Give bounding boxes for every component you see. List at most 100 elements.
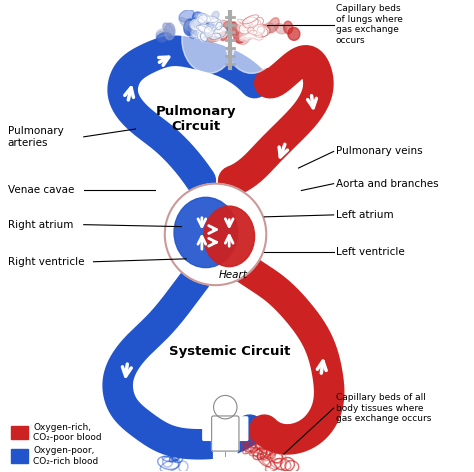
Ellipse shape <box>257 25 270 35</box>
Ellipse shape <box>243 17 258 28</box>
FancyBboxPatch shape <box>214 447 224 472</box>
Ellipse shape <box>204 27 213 37</box>
Ellipse shape <box>251 31 263 37</box>
Ellipse shape <box>242 15 258 24</box>
Ellipse shape <box>197 21 215 34</box>
Ellipse shape <box>250 26 259 31</box>
Bar <box>10 449 28 463</box>
Ellipse shape <box>198 25 212 34</box>
Ellipse shape <box>256 26 267 36</box>
Ellipse shape <box>257 27 268 36</box>
Ellipse shape <box>198 29 208 37</box>
Ellipse shape <box>227 22 240 35</box>
Ellipse shape <box>250 30 257 34</box>
Ellipse shape <box>163 23 174 36</box>
Ellipse shape <box>237 21 251 25</box>
Ellipse shape <box>268 17 279 33</box>
Ellipse shape <box>200 29 209 37</box>
Ellipse shape <box>191 18 200 35</box>
FancyBboxPatch shape <box>211 416 239 451</box>
Ellipse shape <box>194 19 202 33</box>
Ellipse shape <box>252 31 264 40</box>
Ellipse shape <box>255 17 264 25</box>
Ellipse shape <box>265 23 274 32</box>
Ellipse shape <box>257 26 264 33</box>
FancyBboxPatch shape <box>203 417 216 440</box>
Text: Heart: Heart <box>219 270 247 280</box>
Text: Right ventricle: Right ventricle <box>8 257 84 267</box>
Ellipse shape <box>191 29 200 38</box>
Text: Pulmonary veins: Pulmonary veins <box>336 146 422 156</box>
Ellipse shape <box>243 31 252 38</box>
Ellipse shape <box>252 24 263 34</box>
Ellipse shape <box>237 24 246 32</box>
Text: Pulmonary
Circuit: Pulmonary Circuit <box>156 105 236 133</box>
Ellipse shape <box>182 5 236 73</box>
Ellipse shape <box>198 29 205 40</box>
Ellipse shape <box>214 26 227 37</box>
Text: Right atrium: Right atrium <box>8 219 73 230</box>
Ellipse shape <box>190 19 205 30</box>
Ellipse shape <box>174 197 237 268</box>
Ellipse shape <box>210 27 218 36</box>
Ellipse shape <box>210 27 216 37</box>
Text: Oxygen-rich,
CO₂-poor blood: Oxygen-rich, CO₂-poor blood <box>33 423 101 442</box>
Ellipse shape <box>234 29 246 43</box>
Ellipse shape <box>186 24 204 35</box>
Ellipse shape <box>223 22 234 32</box>
Text: Oxygen-poor,
CO₂-rich blood: Oxygen-poor, CO₂-rich blood <box>33 446 98 466</box>
Ellipse shape <box>201 19 208 27</box>
Bar <box>10 426 28 439</box>
Ellipse shape <box>197 13 211 23</box>
Ellipse shape <box>201 33 207 42</box>
Ellipse shape <box>239 24 250 34</box>
Ellipse shape <box>240 33 255 41</box>
Circle shape <box>165 184 266 285</box>
Ellipse shape <box>288 27 300 40</box>
Ellipse shape <box>248 27 254 34</box>
Ellipse shape <box>164 23 175 40</box>
Circle shape <box>214 396 237 419</box>
Ellipse shape <box>209 18 222 28</box>
Ellipse shape <box>188 23 197 39</box>
Ellipse shape <box>180 17 194 31</box>
Text: Left ventricle: Left ventricle <box>336 247 404 257</box>
Text: Pulmonary
arteries: Pulmonary arteries <box>8 126 64 148</box>
Ellipse shape <box>236 30 250 45</box>
Ellipse shape <box>244 23 252 30</box>
Ellipse shape <box>243 23 254 33</box>
Ellipse shape <box>207 31 224 42</box>
FancyBboxPatch shape <box>226 447 237 472</box>
Ellipse shape <box>228 24 242 37</box>
Text: Capillary beds of all
body tissues where
gas exchange occurs: Capillary beds of all body tissues where… <box>336 393 431 423</box>
Ellipse shape <box>252 19 261 31</box>
Ellipse shape <box>156 29 171 41</box>
Ellipse shape <box>204 22 215 34</box>
Ellipse shape <box>216 22 222 30</box>
Ellipse shape <box>210 33 220 40</box>
Ellipse shape <box>211 27 224 34</box>
Ellipse shape <box>198 15 207 23</box>
Ellipse shape <box>212 11 219 19</box>
Text: Venae cavae: Venae cavae <box>8 185 74 195</box>
Ellipse shape <box>204 29 216 36</box>
Ellipse shape <box>275 24 286 34</box>
Text: Capillary beds
of lungs where
gas exchange
occurs: Capillary beds of lungs where gas exchan… <box>336 4 402 45</box>
Ellipse shape <box>192 12 203 22</box>
Ellipse shape <box>235 23 245 36</box>
Ellipse shape <box>219 32 228 41</box>
FancyBboxPatch shape <box>235 417 248 440</box>
Ellipse shape <box>225 5 279 73</box>
Ellipse shape <box>200 32 206 39</box>
Text: Aorta and branches: Aorta and branches <box>336 179 438 189</box>
Ellipse shape <box>156 33 172 45</box>
Ellipse shape <box>184 19 195 35</box>
Ellipse shape <box>239 31 252 42</box>
Ellipse shape <box>201 25 211 33</box>
Ellipse shape <box>251 25 265 35</box>
Ellipse shape <box>283 21 292 34</box>
Ellipse shape <box>196 26 210 32</box>
Ellipse shape <box>156 31 167 42</box>
Ellipse shape <box>202 16 218 23</box>
Ellipse shape <box>217 20 230 28</box>
